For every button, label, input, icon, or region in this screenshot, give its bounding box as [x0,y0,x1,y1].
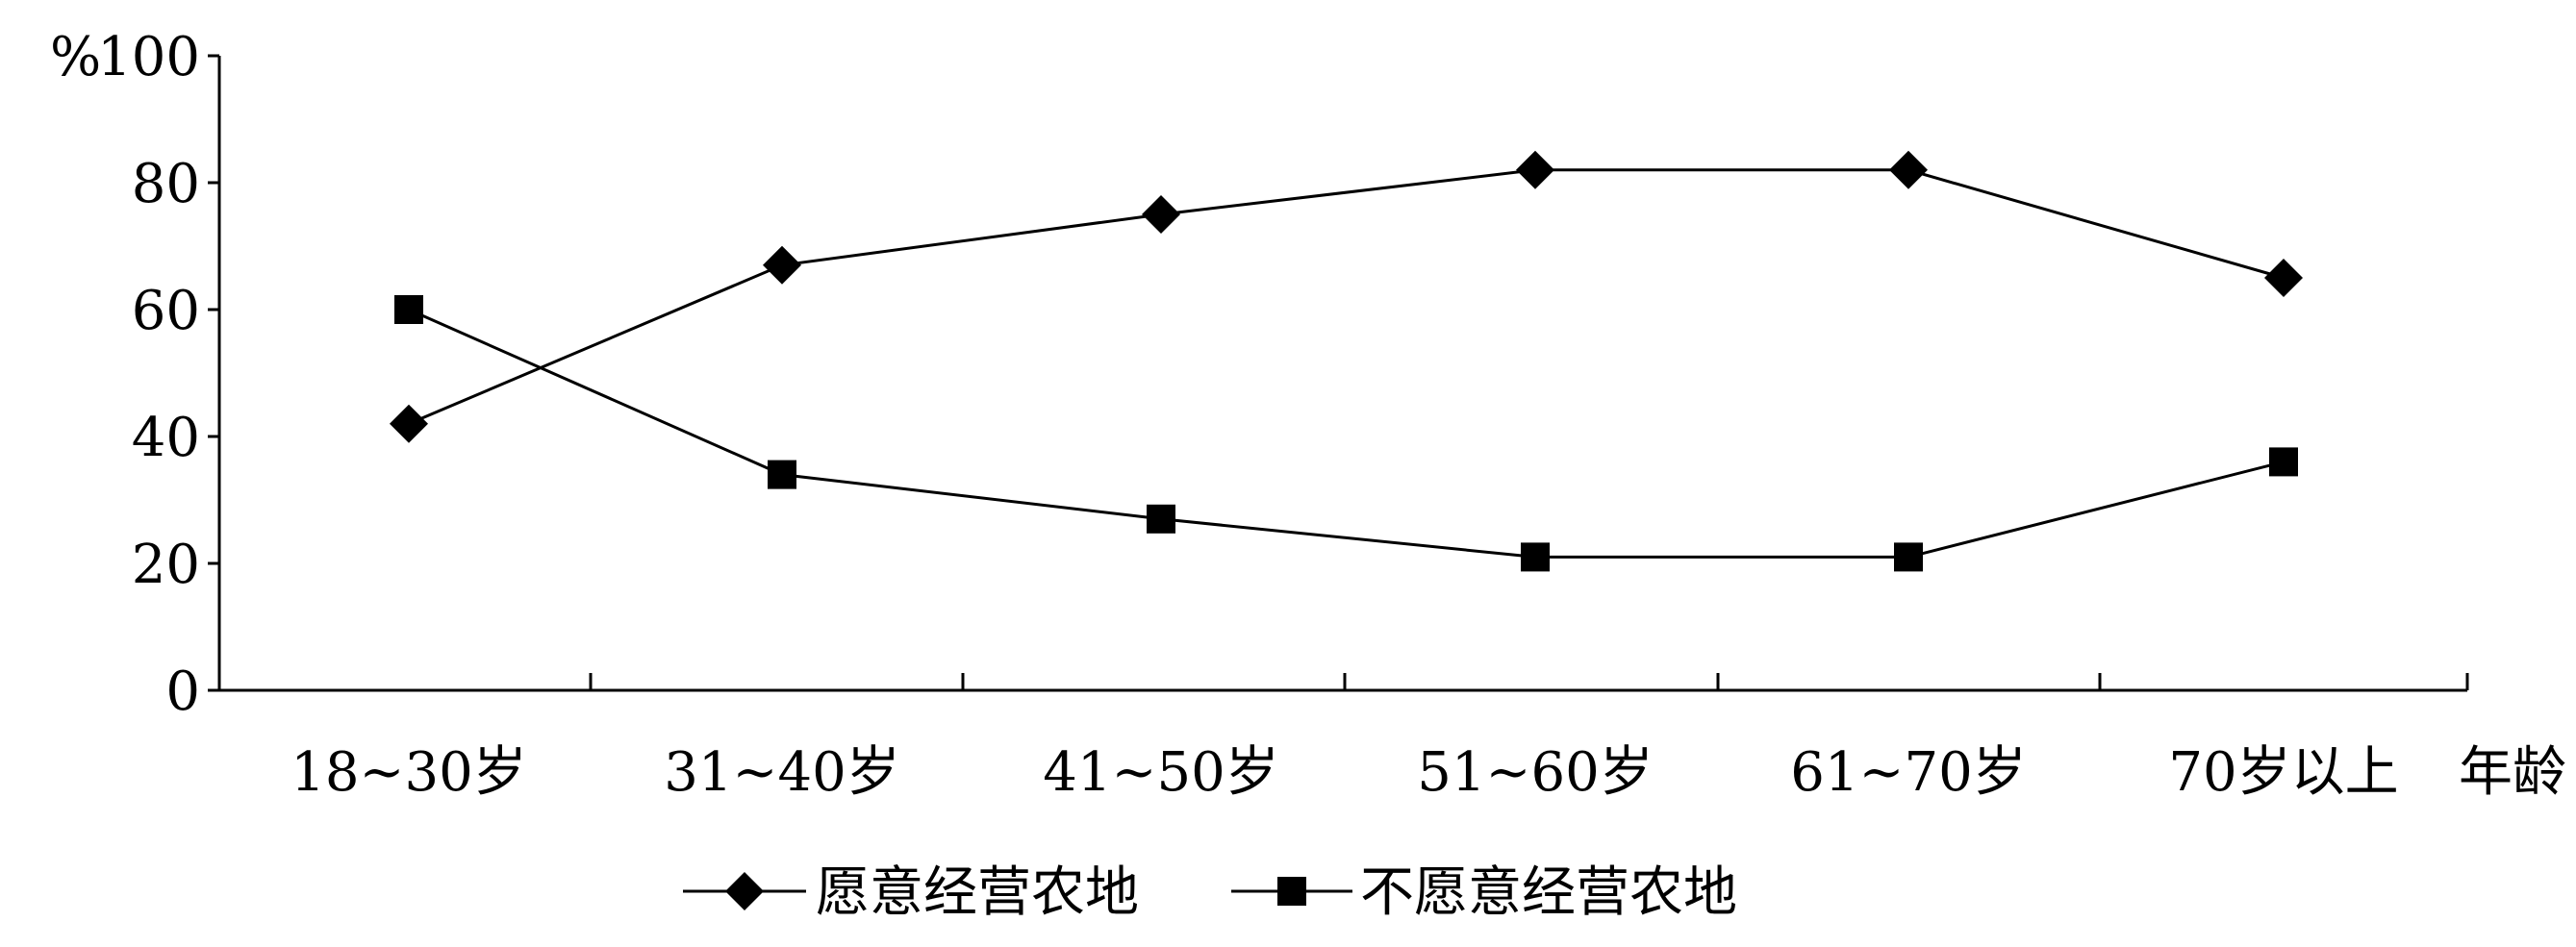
x-tick-label: 70岁以上 [2168,741,2398,804]
legend-label: 愿意经营农地 [816,861,1139,924]
x-tick-label: 41~50岁 [1043,741,1278,804]
data-point-marker [763,245,801,285]
x-axis-label: 年龄 [2459,741,2566,804]
data-point-marker [1147,504,1175,534]
legend-label: 不愿意经营农地 [1360,861,1737,924]
legend-marker [725,872,764,910]
series-1 [390,150,2303,443]
x-tick-label: 51~60岁 [1417,741,1653,804]
y-tick-label: 40 [132,407,200,469]
legend-item: 愿意经营农地 [683,861,1139,924]
data-point-marker [394,295,423,324]
data-point-marker [2264,259,2303,297]
legend-marker [1277,877,1306,906]
y-tick-label: 0 [165,660,200,723]
series-layer [390,150,2303,572]
data-point-marker [1889,150,1928,189]
legend: 愿意经营农地 不愿意经营农地 [683,861,1737,924]
axes [217,56,2467,692]
legend-item: 不愿意经营农地 [1231,861,1737,924]
x-tick-label: 18~30岁 [290,741,526,804]
y-tick-label: 20 [132,534,200,596]
data-point-marker [768,460,796,489]
data-point-marker [2269,447,2298,477]
data-point-marker [1521,542,1550,572]
data-point-marker [1894,542,1923,572]
data-point-marker [1142,195,1180,234]
x-tick-label: 61~70岁 [1790,741,2026,804]
x-tick-label: 31~40岁 [664,741,899,804]
series-line [408,308,2285,559]
y-axis-label: % [50,26,101,88]
series-2 [394,295,2298,572]
data-point-marker [1516,150,1554,189]
y-tick-label: 60 [132,280,200,342]
data-point-marker [390,404,428,443]
y-tick-label: 100 [97,26,200,88]
axis-ticks: 0 20 40 60 80 100% 18~30岁 31~40岁 41~50岁 51~60岁 61~… [50,26,2566,804]
series-line [408,168,2285,426]
y-tick-label: 80 [132,153,200,215]
